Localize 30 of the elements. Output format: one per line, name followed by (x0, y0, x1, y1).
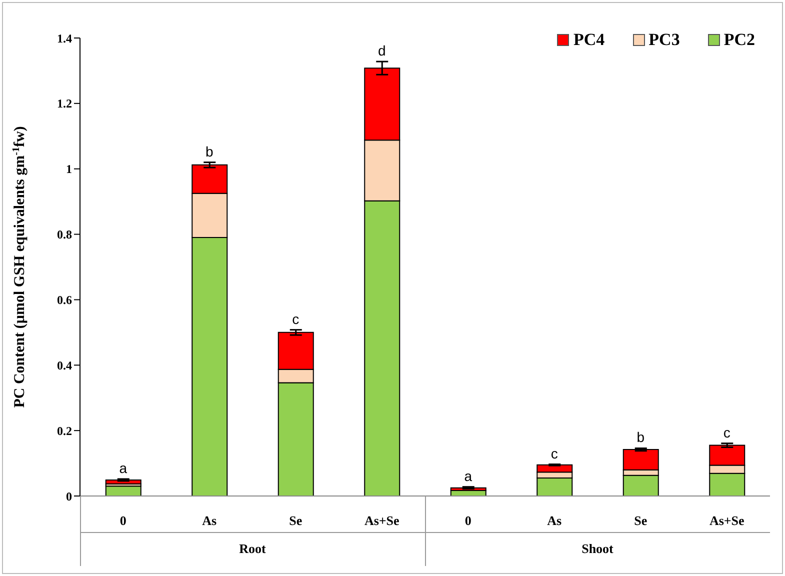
y-tick-label: 0.4 (57, 358, 72, 372)
x-tick-label: As+Se (709, 513, 745, 528)
annotation: c (292, 310, 300, 327)
y-tick-label: 0.6 (57, 292, 72, 307)
x-tick-label: As (202, 513, 217, 528)
text: Root (238, 541, 267, 557)
x-tick-label: Se (289, 513, 302, 528)
annotation: c (550, 445, 558, 462)
legend-label: PC3 (648, 30, 680, 50)
x-tick-label: As (547, 513, 562, 528)
annotation: a (464, 468, 472, 484)
annotation: d (378, 42, 386, 59)
y-tick-label: 1.4 (57, 31, 72, 46)
annotation: c (723, 424, 730, 440)
bar (622, 474, 659, 496)
annotation: b (636, 429, 645, 446)
x-tick-label: Se (634, 513, 648, 528)
annotation: a (119, 460, 128, 476)
x-tick-label: 0 (120, 513, 126, 528)
text: Shoot (580, 541, 614, 557)
y-tick-label: 0.2 (57, 424, 72, 438)
x-tick-label: As+Se (364, 513, 400, 528)
y-tick-label: 0 (66, 489, 72, 504)
y-tick-label: 1.2 (57, 96, 72, 111)
annotation: b (205, 143, 214, 160)
y-tick-label: 1 (66, 162, 72, 176)
legend-label: PC4 (573, 30, 605, 50)
legend-label: PC2 (724, 30, 755, 50)
x-tick-label: 0 (464, 513, 472, 528)
y-tick-label: 0.8 (57, 228, 72, 242)
